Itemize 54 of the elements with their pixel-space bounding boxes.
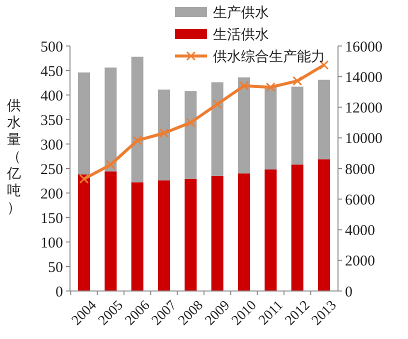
bar <box>318 159 330 291</box>
y2-tick-label: 16000 <box>345 39 382 56</box>
bar <box>264 86 277 170</box>
y-tick-label: 400 <box>40 88 63 104</box>
point <box>186 118 196 128</box>
y2-tick-label: 10000 <box>345 131 382 148</box>
y-tick-label: 50 <box>48 260 63 276</box>
y-axis-title: 供水量（亿吨） <box>6 98 21 216</box>
point <box>106 160 116 170</box>
y-tick-label: 300 <box>40 137 63 154</box>
bar <box>131 182 144 291</box>
point <box>79 174 89 184</box>
point <box>239 81 249 91</box>
bar <box>211 176 224 291</box>
bar <box>104 171 117 291</box>
y2-tick-label: 2000 <box>345 254 375 270</box>
bar <box>78 174 90 291</box>
bar <box>211 82 224 176</box>
y-tick-label: 250 <box>40 162 63 178</box>
point <box>132 136 142 146</box>
y-tick-label: 350 <box>40 112 63 129</box>
y2-tick-label: 12000 <box>345 100 382 116</box>
y2-tick-label: 8000 <box>345 162 375 178</box>
y-tick-label: 500 <box>40 39 63 56</box>
bar <box>104 68 117 172</box>
bar <box>238 77 250 174</box>
bar <box>158 90 170 180</box>
point <box>159 128 169 138</box>
bar <box>291 164 304 291</box>
bar <box>184 178 197 291</box>
bar <box>318 80 330 160</box>
bar <box>238 173 250 291</box>
bar <box>131 56 144 182</box>
bar <box>78 72 90 174</box>
y-tick-label: 200 <box>40 186 63 202</box>
y-tick-label: 150 <box>40 210 63 227</box>
x-tick-label: 2011 <box>256 298 286 328</box>
point <box>266 82 276 92</box>
y2-tick-label: 0 <box>345 284 352 300</box>
y2-tick-label: 6000 <box>345 192 375 208</box>
point <box>292 76 302 86</box>
y2-tick-label: 14000 <box>345 70 382 86</box>
y-tick-label: 450 <box>40 64 63 80</box>
bar <box>264 169 277 291</box>
legend-label: 生活供水 <box>213 26 269 43</box>
y-tick-label: 0 <box>56 284 63 300</box>
bar <box>158 180 170 291</box>
y2-tick-label: 4000 <box>345 223 375 239</box>
y-tick-label: 100 <box>40 235 63 252</box>
legend-label: 供水综合生产能力 <box>213 48 325 65</box>
point <box>212 99 222 109</box>
bar <box>184 91 197 179</box>
bar <box>291 86 304 165</box>
legend-label: 生产供水 <box>213 4 269 21</box>
